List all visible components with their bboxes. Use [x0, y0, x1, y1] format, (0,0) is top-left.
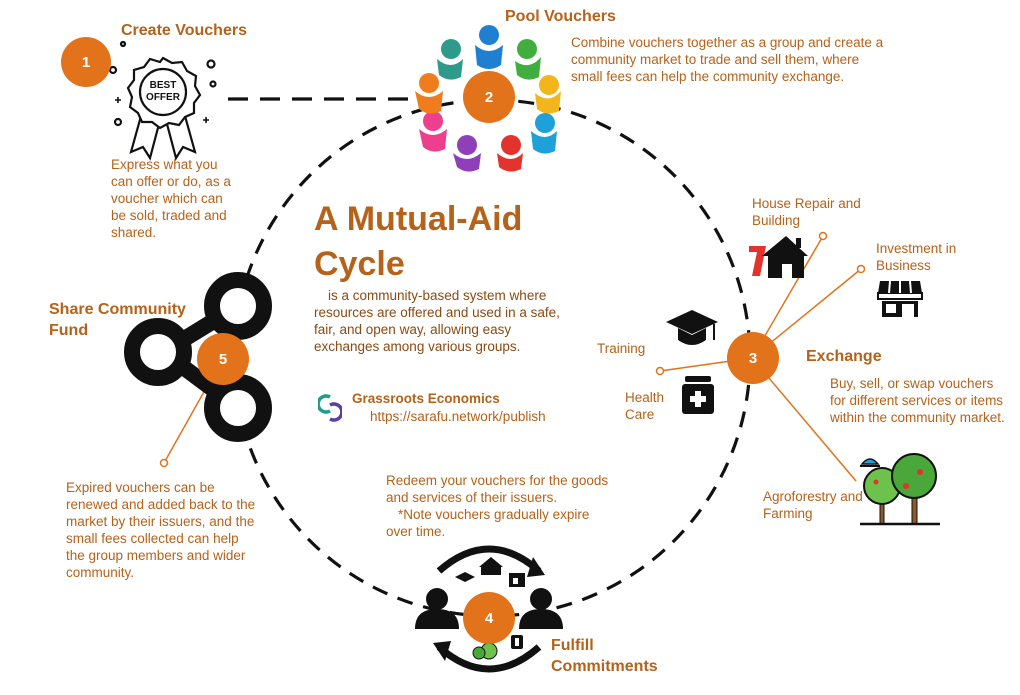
best-offer-ribbon-icon: [108, 40, 217, 161]
step-2-title: Pool Vouchers: [505, 8, 616, 25]
step-4-title-line-2: Commitments: [551, 658, 658, 675]
cycle-title-line-1: A Mutual-Aid: [314, 200, 523, 238]
step-5-title-line-1: Share Community: [49, 301, 186, 318]
label-health: Health Care: [625, 390, 665, 422]
step-4-note: *Note vouchers gradually expire over tim…: [386, 507, 590, 539]
grassroots-logo-icon: [318, 394, 342, 422]
organization-name: Grassroots Economics: [352, 391, 500, 406]
step-1-description: Express what you can offer or do, as a v…: [111, 157, 231, 240]
house-repair-icon: [749, 236, 808, 278]
step-2-number: 2: [463, 71, 515, 123]
step-4-number: 4: [463, 592, 515, 644]
step-1-title: Create Vouchers: [121, 22, 247, 39]
label-investment: Investment in Business: [876, 241, 957, 273]
trees-icon: [860, 453, 940, 526]
step-4-description: Redeem your vouchers for the goods and s…: [386, 473, 609, 505]
graduation-cap-icon: [666, 310, 718, 345]
share-icon: [124, 272, 272, 442]
step-3-description: Buy, sell, or swap vouchers for differen…: [830, 376, 1005, 425]
organization-url[interactable]: https://sarafu.network/publish: [370, 409, 546, 424]
cycle-description: is a community-based system where resour…: [314, 288, 560, 354]
storefront-icon: [877, 280, 923, 317]
people-circle-icon: [415, 25, 561, 172]
step-5-title-line-2: Fund: [49, 322, 89, 339]
cycle-title-line-2: Cycle: [314, 245, 405, 283]
step-5-description: Expired vouchers can be renewed and adde…: [66, 480, 256, 580]
exchange-cycle-icon: [415, 545, 563, 673]
step-1-number: 1: [61, 37, 111, 87]
step-3-title: Exchange: [806, 348, 882, 365]
medicine-icon: [682, 376, 714, 414]
label-agroforestry: Agroforestry and Farming: [763, 489, 863, 521]
step-3-number: 3: [727, 332, 779, 384]
step-4-title-line-1: Fulfill: [551, 637, 594, 654]
step-5-number: 5: [197, 333, 249, 385]
badge-text-2: OFFER: [146, 92, 181, 103]
label-house-repair: House Repair and Building: [752, 196, 861, 228]
badge-text-1: BEST: [150, 80, 177, 91]
step-2-description: Combine vouchers together as a group and…: [571, 35, 884, 84]
label-training: Training: [597, 341, 646, 356]
